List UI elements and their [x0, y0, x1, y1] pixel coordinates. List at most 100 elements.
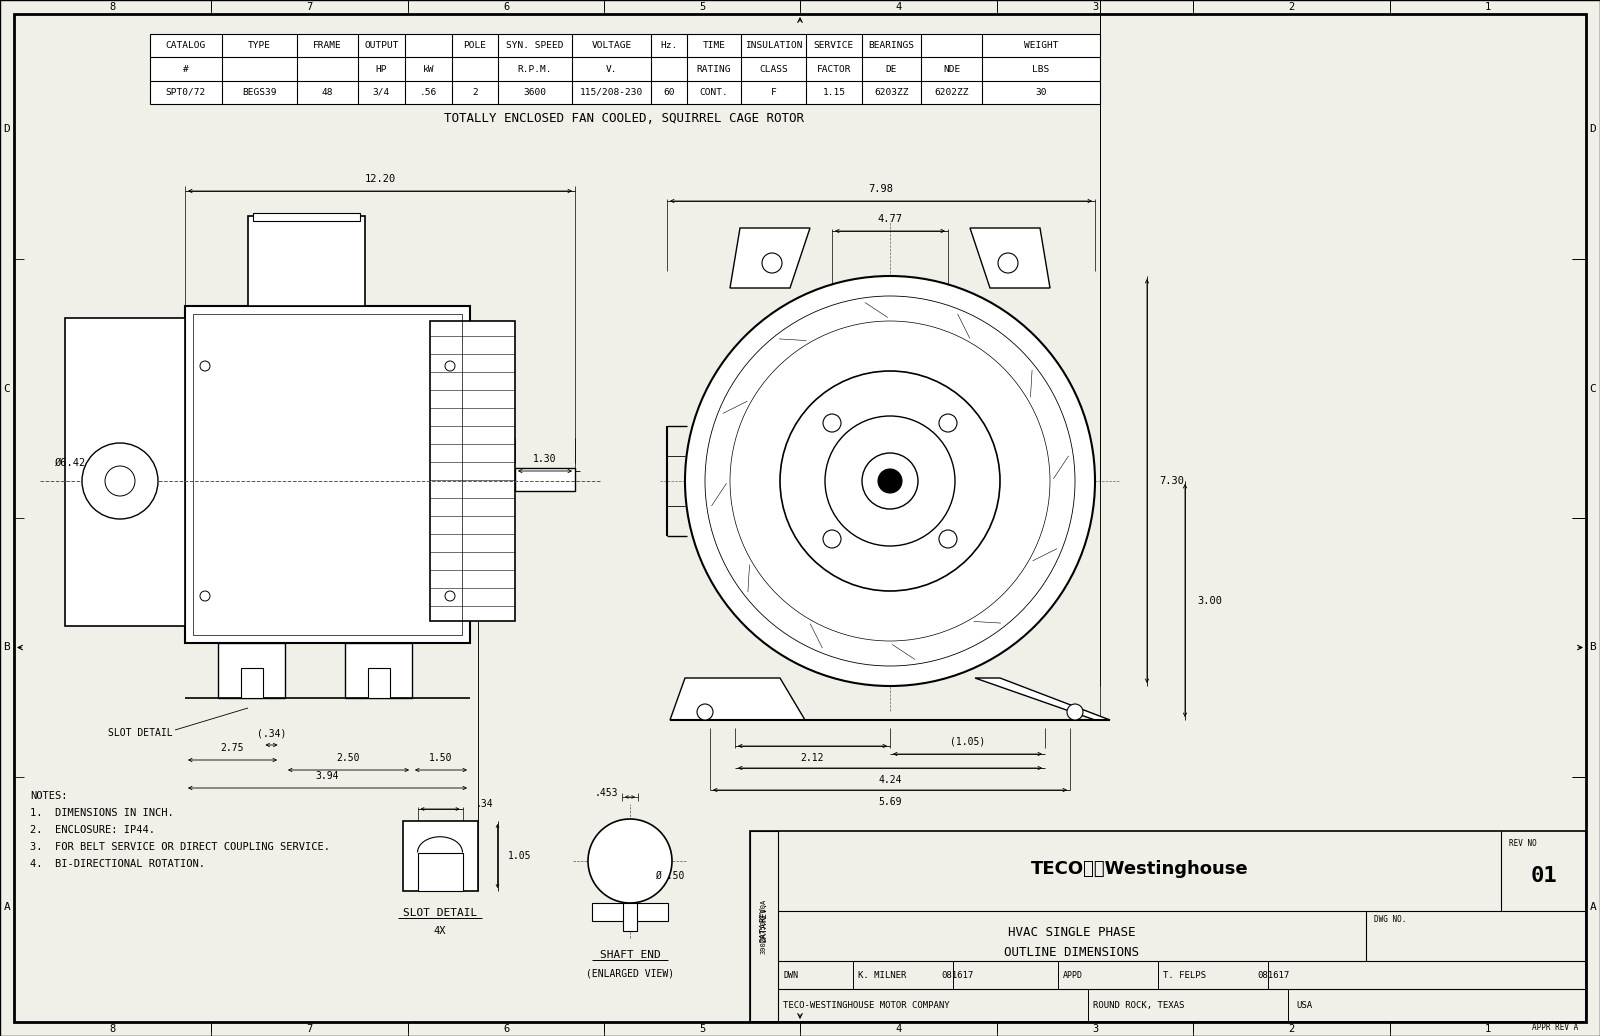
Text: FRAME: FRAME: [314, 41, 342, 50]
Text: SHAFT END: SHAFT END: [600, 950, 661, 960]
Text: 081617: 081617: [942, 971, 974, 979]
Text: FACTOR: FACTOR: [816, 64, 851, 74]
Bar: [592, 903, 669, 921]
Polygon shape: [670, 678, 805, 720]
Bar: [622, 903, 637, 931]
Bar: [253, 213, 360, 221]
Text: WEIGHT: WEIGHT: [1024, 41, 1058, 50]
Text: TECO-WESTINGHOUSE MOTOR COMPANY: TECO-WESTINGHOUSE MOTOR COMPANY: [782, 1001, 950, 1010]
Circle shape: [762, 253, 782, 274]
Circle shape: [822, 414, 842, 432]
Text: 3.  FOR BELT SERVICE OR DIRECT COUPLING SERVICE.: 3. FOR BELT SERVICE OR DIRECT COUPLING S…: [30, 842, 330, 852]
Text: 7: 7: [306, 1024, 312, 1034]
Bar: [150, 34, 1101, 104]
Text: 6203ZZ: 6203ZZ: [874, 88, 909, 97]
Text: 8: 8: [109, 2, 115, 12]
Text: 081617: 081617: [1258, 971, 1290, 979]
Text: (1.05): (1.05): [950, 736, 986, 746]
Text: D: D: [1590, 124, 1597, 135]
Text: 1: 1: [1485, 2, 1491, 12]
Text: 6202ZZ: 6202ZZ: [934, 88, 968, 97]
Text: CATALOG: CATALOG: [166, 41, 206, 50]
Text: 2: 2: [472, 88, 478, 97]
Bar: [248, 215, 365, 306]
Text: F: F: [771, 88, 776, 97]
Text: SERVICE: SERVICE: [814, 41, 854, 50]
Text: 4.  BI-DIRECTIONAL ROTATION.: 4. BI-DIRECTIONAL ROTATION.: [30, 859, 205, 869]
Text: 1.30: 1.30: [533, 454, 557, 464]
Text: APPD: APPD: [1062, 971, 1083, 979]
Text: 7: 7: [306, 2, 312, 12]
Text: ROUND ROCK, TEXAS: ROUND ROCK, TEXAS: [1093, 1001, 1184, 1010]
Text: V.: V.: [606, 64, 618, 74]
Text: 1.  DIMENSIONS IN INCH.: 1. DIMENSIONS IN INCH.: [30, 808, 174, 818]
Text: 2.12: 2.12: [800, 753, 824, 762]
Text: 5: 5: [699, 1024, 706, 1034]
Text: K. MILNER: K. MILNER: [858, 971, 906, 979]
Text: 60: 60: [664, 88, 675, 97]
Text: 2.75: 2.75: [221, 743, 245, 753]
Text: .34: .34: [475, 799, 493, 809]
Text: 115/208-230: 115/208-230: [579, 88, 643, 97]
Text: 1.50: 1.50: [429, 753, 453, 762]
Bar: [194, 314, 462, 635]
Polygon shape: [970, 228, 1050, 288]
Text: APPR REV A: APPR REV A: [1531, 1024, 1578, 1033]
Polygon shape: [974, 678, 1110, 720]
Text: INSULATION: INSULATION: [744, 41, 802, 50]
Text: B: B: [1590, 642, 1597, 653]
Bar: [430, 321, 515, 621]
Text: VOLTAGE: VOLTAGE: [592, 41, 632, 50]
Text: 12.20: 12.20: [365, 174, 395, 184]
Text: 4: 4: [896, 1024, 902, 1034]
Text: BEARINGS: BEARINGS: [869, 41, 915, 50]
Text: DATA: DATA: [760, 921, 768, 942]
Text: 4.24: 4.24: [878, 775, 902, 785]
Text: 5: 5: [699, 2, 706, 12]
Text: 7.98: 7.98: [869, 184, 893, 194]
Text: NOTES:: NOTES:: [30, 792, 67, 801]
Text: 3: 3: [1091, 1024, 1098, 1034]
Text: 2: 2: [1288, 1024, 1294, 1034]
Text: OUTLINE DIMENSIONS: OUTLINE DIMENSIONS: [1005, 947, 1139, 959]
Text: 2.50: 2.50: [336, 753, 360, 762]
Text: 01: 01: [1530, 866, 1557, 886]
Text: 4: 4: [896, 2, 902, 12]
Text: 3600: 3600: [523, 88, 547, 97]
Circle shape: [1067, 704, 1083, 720]
Bar: [218, 643, 285, 698]
Bar: [750, 831, 778, 1021]
Text: 1.15: 1.15: [822, 88, 845, 97]
Text: 3: 3: [1091, 2, 1098, 12]
Text: 48: 48: [322, 88, 333, 97]
Text: POLE: POLE: [464, 41, 486, 50]
Text: USA: USA: [1296, 1001, 1312, 1010]
Text: DWG NO.: DWG NO.: [1374, 915, 1406, 923]
Text: SLOT DETAIL: SLOT DETAIL: [109, 728, 173, 738]
Text: Ø6.42: Ø6.42: [54, 458, 86, 468]
Text: (ENLARGED VIEW): (ENLARGED VIEW): [586, 968, 674, 978]
Circle shape: [862, 453, 918, 509]
Bar: [418, 853, 462, 891]
Text: CONT.: CONT.: [699, 88, 728, 97]
Text: SPT0/72: SPT0/72: [166, 88, 206, 97]
Bar: [346, 643, 413, 698]
Text: .453: .453: [595, 788, 619, 798]
Text: 1.05: 1.05: [507, 851, 531, 861]
Text: HVAC SINGLE PHASE: HVAC SINGLE PHASE: [1008, 926, 1136, 940]
Text: 3902R750KF10A: 3902R750KF10A: [762, 899, 766, 954]
Text: 3/4: 3/4: [373, 88, 390, 97]
Text: TYPE: TYPE: [248, 41, 270, 50]
Text: DWN: DWN: [782, 971, 798, 979]
Text: NDE: NDE: [942, 64, 960, 74]
Text: B: B: [3, 642, 10, 653]
Bar: [240, 668, 262, 698]
Circle shape: [939, 414, 957, 432]
Text: C: C: [3, 383, 10, 394]
Text: SYN. SPEED: SYN. SPEED: [506, 41, 563, 50]
Text: 4.77: 4.77: [877, 214, 902, 224]
Text: D: D: [3, 124, 10, 135]
Text: 3.94: 3.94: [315, 771, 339, 781]
Text: 6: 6: [502, 2, 509, 12]
Text: SLOT DETAIL: SLOT DETAIL: [403, 908, 477, 918]
